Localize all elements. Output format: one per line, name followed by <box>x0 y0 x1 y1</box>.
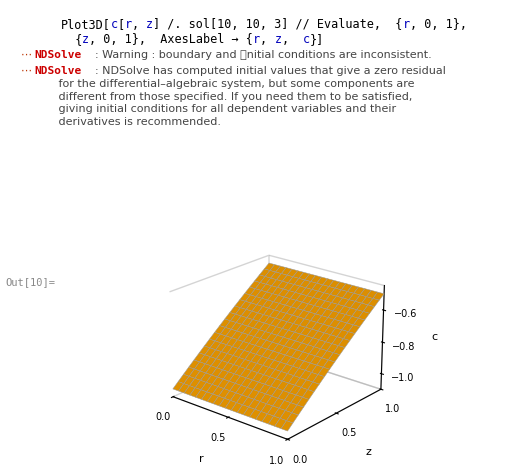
Text: [: [ <box>118 18 125 31</box>
Text: r: r <box>125 18 132 31</box>
Text: : NDSolve has computed initial values that give a zero residual: : NDSolve has computed initial values th… <box>95 66 446 76</box>
Text: ] /. sol[10, 10, 3] // Evaluate,  {: ] /. sol[10, 10, 3] // Evaluate, { <box>153 18 403 31</box>
X-axis label: r: r <box>199 454 203 464</box>
Text: ,: , <box>132 18 146 31</box>
Text: r: r <box>403 18 410 31</box>
Y-axis label: z: z <box>365 447 371 457</box>
Text: Plot3D[: Plot3D[ <box>61 18 110 31</box>
Text: z: z <box>146 18 153 31</box>
Text: derivatives is recommended.: derivatives is recommended. <box>48 117 221 127</box>
Text: }]: }] <box>310 33 324 46</box>
Text: z: z <box>82 33 89 46</box>
Text: giving initial conditions for all dependent variables and their: giving initial conditions for all depend… <box>48 104 395 114</box>
Text: Out[10]=: Out[10]= <box>5 277 55 287</box>
Text: , 0, 1},  AxesLabel → {: , 0, 1}, AxesLabel → { <box>89 33 253 46</box>
Text: NDSolve: NDSolve <box>34 66 81 76</box>
Text: c: c <box>110 18 118 31</box>
Text: {: { <box>61 33 82 46</box>
Text: ,: , <box>260 33 275 46</box>
Text: ,: , <box>281 33 303 46</box>
Text: z: z <box>275 33 281 46</box>
Text: NDSolve: NDSolve <box>34 50 81 60</box>
Text: for the differential–algebraic system, but some components are: for the differential–algebraic system, b… <box>48 79 414 89</box>
Text: r: r <box>253 33 260 46</box>
Text: ⋯: ⋯ <box>21 50 32 60</box>
Text: c: c <box>303 33 310 46</box>
Text: ⋯: ⋯ <box>21 66 32 76</box>
Text: different from those specified. If you need them to be satisfied,: different from those specified. If you n… <box>48 92 412 102</box>
Text: , 0, 1},: , 0, 1}, <box>410 18 467 31</box>
Text: : Warning : boundary and ⏐nitial conditions are inconsistent.: : Warning : boundary and ⏐nitial conditi… <box>95 50 432 60</box>
